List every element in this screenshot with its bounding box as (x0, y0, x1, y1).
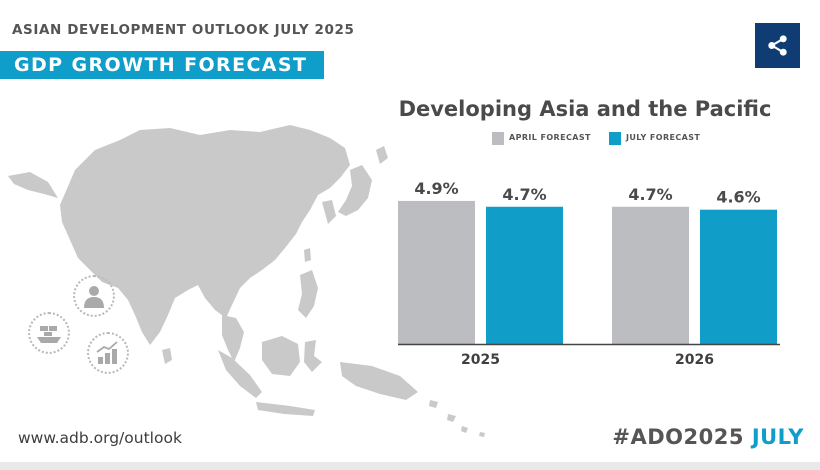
data-label-2025-july: 4.7% (502, 185, 546, 204)
title-banner: GDP GROWTH FORECAST (0, 51, 324, 79)
data-label-2026-july: 4.6% (716, 188, 760, 207)
asia-pacific-map (8, 125, 485, 437)
coins-growth-icon (87, 332, 129, 374)
category-label-2026: 2026 (675, 352, 714, 368)
hashtag-main: #ADO2025 (612, 425, 744, 449)
banner-title: GDP GROWTH FORECAST (14, 54, 308, 76)
legend-swatch-july (609, 132, 621, 145)
report-kicker: ASIAN DEVELOPMENT OUTLOOK JULY 2025 (12, 22, 355, 38)
chart-title: Developing Asia and the Pacific (398, 97, 772, 121)
bar-2026-july (700, 209, 777, 344)
bar-plot: 4.9% 4.7% 2025 4.7% 4.6% 2026 (398, 179, 780, 368)
bar-2025-july (486, 206, 563, 344)
footer-url[interactable]: www.adb.org/outlook (18, 429, 182, 447)
bar-2026-april (612, 206, 689, 344)
campaign-hashtag: #ADO2025 JULY (612, 425, 804, 449)
data-label-2025-april: 4.9% (414, 179, 458, 198)
legend-swatch-april (492, 132, 504, 145)
data-label-2026-april: 4.7% (628, 185, 672, 204)
share-icon (768, 35, 787, 56)
share-button[interactable] (755, 23, 800, 68)
hashtag-accent: JULY (751, 425, 804, 449)
bottom-strip (0, 462, 820, 470)
legend-label-july: JULY FORECAST (626, 133, 701, 142)
person-icon (73, 275, 115, 317)
bar-2025-april (398, 200, 475, 344)
shipping-container-icon (28, 312, 70, 354)
category-label-2025: 2025 (461, 352, 500, 368)
gdp-forecast-chart: Developing Asia and the Pacific APRIL FO… (380, 90, 800, 390)
legend-label-april: APRIL FORECAST (509, 133, 591, 142)
